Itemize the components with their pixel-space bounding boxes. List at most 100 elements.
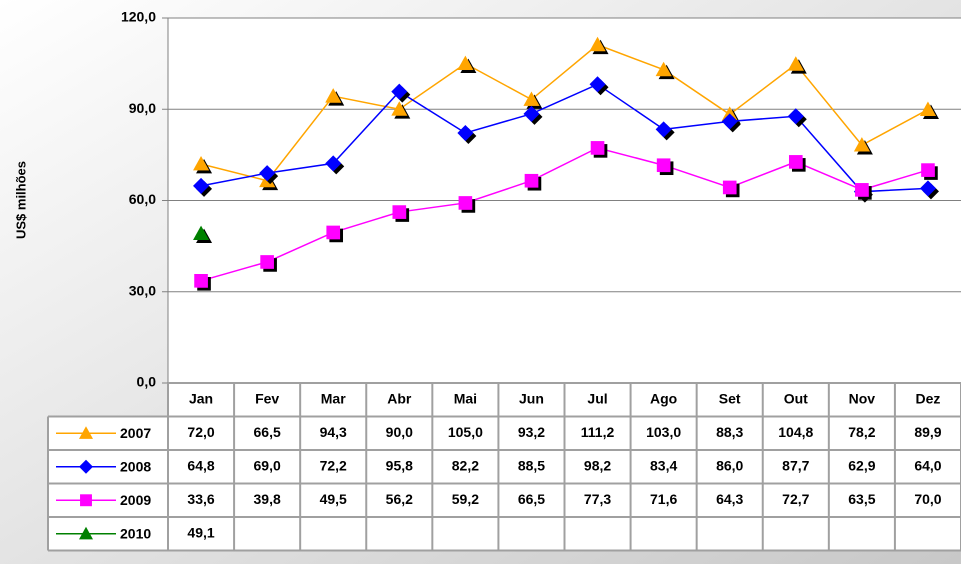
table-value: 111,2 (581, 424, 615, 440)
table-value: 87,7 (782, 457, 809, 473)
marker (590, 141, 605, 155)
table-value: 71,6 (650, 491, 677, 507)
table-value: 66,5 (254, 424, 281, 440)
marker (721, 113, 738, 130)
legend-label: 2009 (120, 492, 151, 508)
table-value: 70,0 (914, 491, 941, 507)
marker (325, 155, 342, 172)
marker (919, 101, 936, 116)
table-value: 59,2 (452, 491, 479, 507)
table-value: 64,3 (716, 491, 743, 507)
marker (523, 91, 540, 106)
table-value: 93,2 (518, 424, 545, 440)
marker (853, 137, 870, 152)
legend-marker (80, 494, 92, 507)
marker (457, 55, 474, 71)
table-value: 86,0 (716, 457, 743, 473)
marker (457, 124, 474, 141)
series-line (200, 83, 928, 193)
legend-label: 2007 (120, 425, 151, 441)
marker (788, 155, 803, 169)
x-tick-label: Mai (454, 390, 477, 406)
marker (193, 225, 210, 241)
x-tick-label: Dez (916, 390, 941, 406)
markers (193, 225, 210, 241)
table-value: 64,0 (914, 457, 941, 473)
table-value: 78,2 (848, 424, 875, 440)
marker (260, 255, 274, 269)
legend-label: 2010 (120, 525, 151, 541)
marker (194, 274, 208, 288)
table-value: 105,0 (448, 424, 483, 440)
table-value: 82,2 (452, 457, 479, 473)
table-value: 72,0 (187, 424, 214, 440)
table-value: 56,2 (386, 491, 413, 507)
table-value: 66,5 (518, 491, 545, 507)
marker (589, 36, 606, 52)
table-value: 88,3 (716, 424, 743, 440)
marker (524, 173, 539, 188)
legend-label: 2008 (120, 458, 151, 474)
legend-marker (79, 526, 93, 540)
table-value: 88,5 (518, 457, 545, 473)
table-value: 63,5 (848, 491, 875, 507)
marker (392, 205, 407, 219)
x-tick-label: Jun (519, 390, 544, 406)
x-tick-label: Set (719, 390, 741, 406)
y-tick-label: 120,0 (121, 9, 156, 25)
table-value: 104,8 (778, 424, 813, 440)
marker (919, 180, 936, 197)
data-table: Jan Fev Mar Abr Mai Jun Jul Ago Set Out Nov Dez (47, 382, 961, 552)
marker (589, 76, 606, 93)
table-value: 64,8 (187, 457, 214, 473)
table-value: 69,0 (254, 457, 281, 473)
marker (655, 61, 672, 77)
marker (193, 156, 210, 171)
table-value: 72,2 (320, 457, 347, 473)
markers (194, 141, 935, 288)
table-value: 89,9 (914, 424, 941, 440)
x-tick-label: Out (784, 390, 808, 406)
markers (193, 36, 936, 188)
table-value: 77,3 (584, 491, 611, 507)
x-tick-label: Ago (650, 390, 677, 406)
marker (655, 121, 672, 138)
series-line (200, 147, 929, 282)
series-line (200, 43, 929, 182)
table-value: 49,5 (320, 491, 347, 507)
y-tick-label: 30,0 (129, 282, 156, 298)
x-tick-label: Nov (849, 390, 876, 406)
table-value: 39,8 (254, 491, 281, 507)
table-value: 62,9 (848, 457, 875, 473)
marker (391, 83, 408, 100)
y-axis-label: US$ milhões (13, 161, 28, 239)
table-value: 98,2 (584, 457, 611, 473)
marker (855, 183, 869, 197)
x-tick-label: Abr (387, 390, 412, 406)
x-tick-label: Fev (255, 390, 279, 406)
marker (656, 158, 671, 173)
marker (458, 196, 473, 210)
marker (259, 165, 276, 182)
x-tick-label: Jan (189, 390, 213, 406)
marker (787, 56, 804, 71)
x-tick-label: Mar (321, 390, 346, 406)
y-tick-label: 90,0 (129, 100, 156, 116)
y-tick-label: 60,0 (129, 191, 156, 207)
table-value: 83,4 (650, 457, 677, 473)
marker (325, 88, 342, 103)
table-value: 90,0 (386, 424, 413, 440)
y-tick-label: 0,0 (137, 374, 157, 390)
table-value: 33,6 (187, 491, 214, 507)
marker (193, 177, 210, 194)
legend-marker (79, 459, 93, 474)
marker (722, 180, 737, 195)
marker (921, 163, 935, 177)
legend-marker (79, 426, 93, 439)
table-value: 49,1 (187, 524, 214, 540)
marker (523, 105, 540, 122)
marker (787, 108, 804, 125)
marker (391, 101, 408, 116)
table-value: 94,3 (320, 424, 347, 440)
